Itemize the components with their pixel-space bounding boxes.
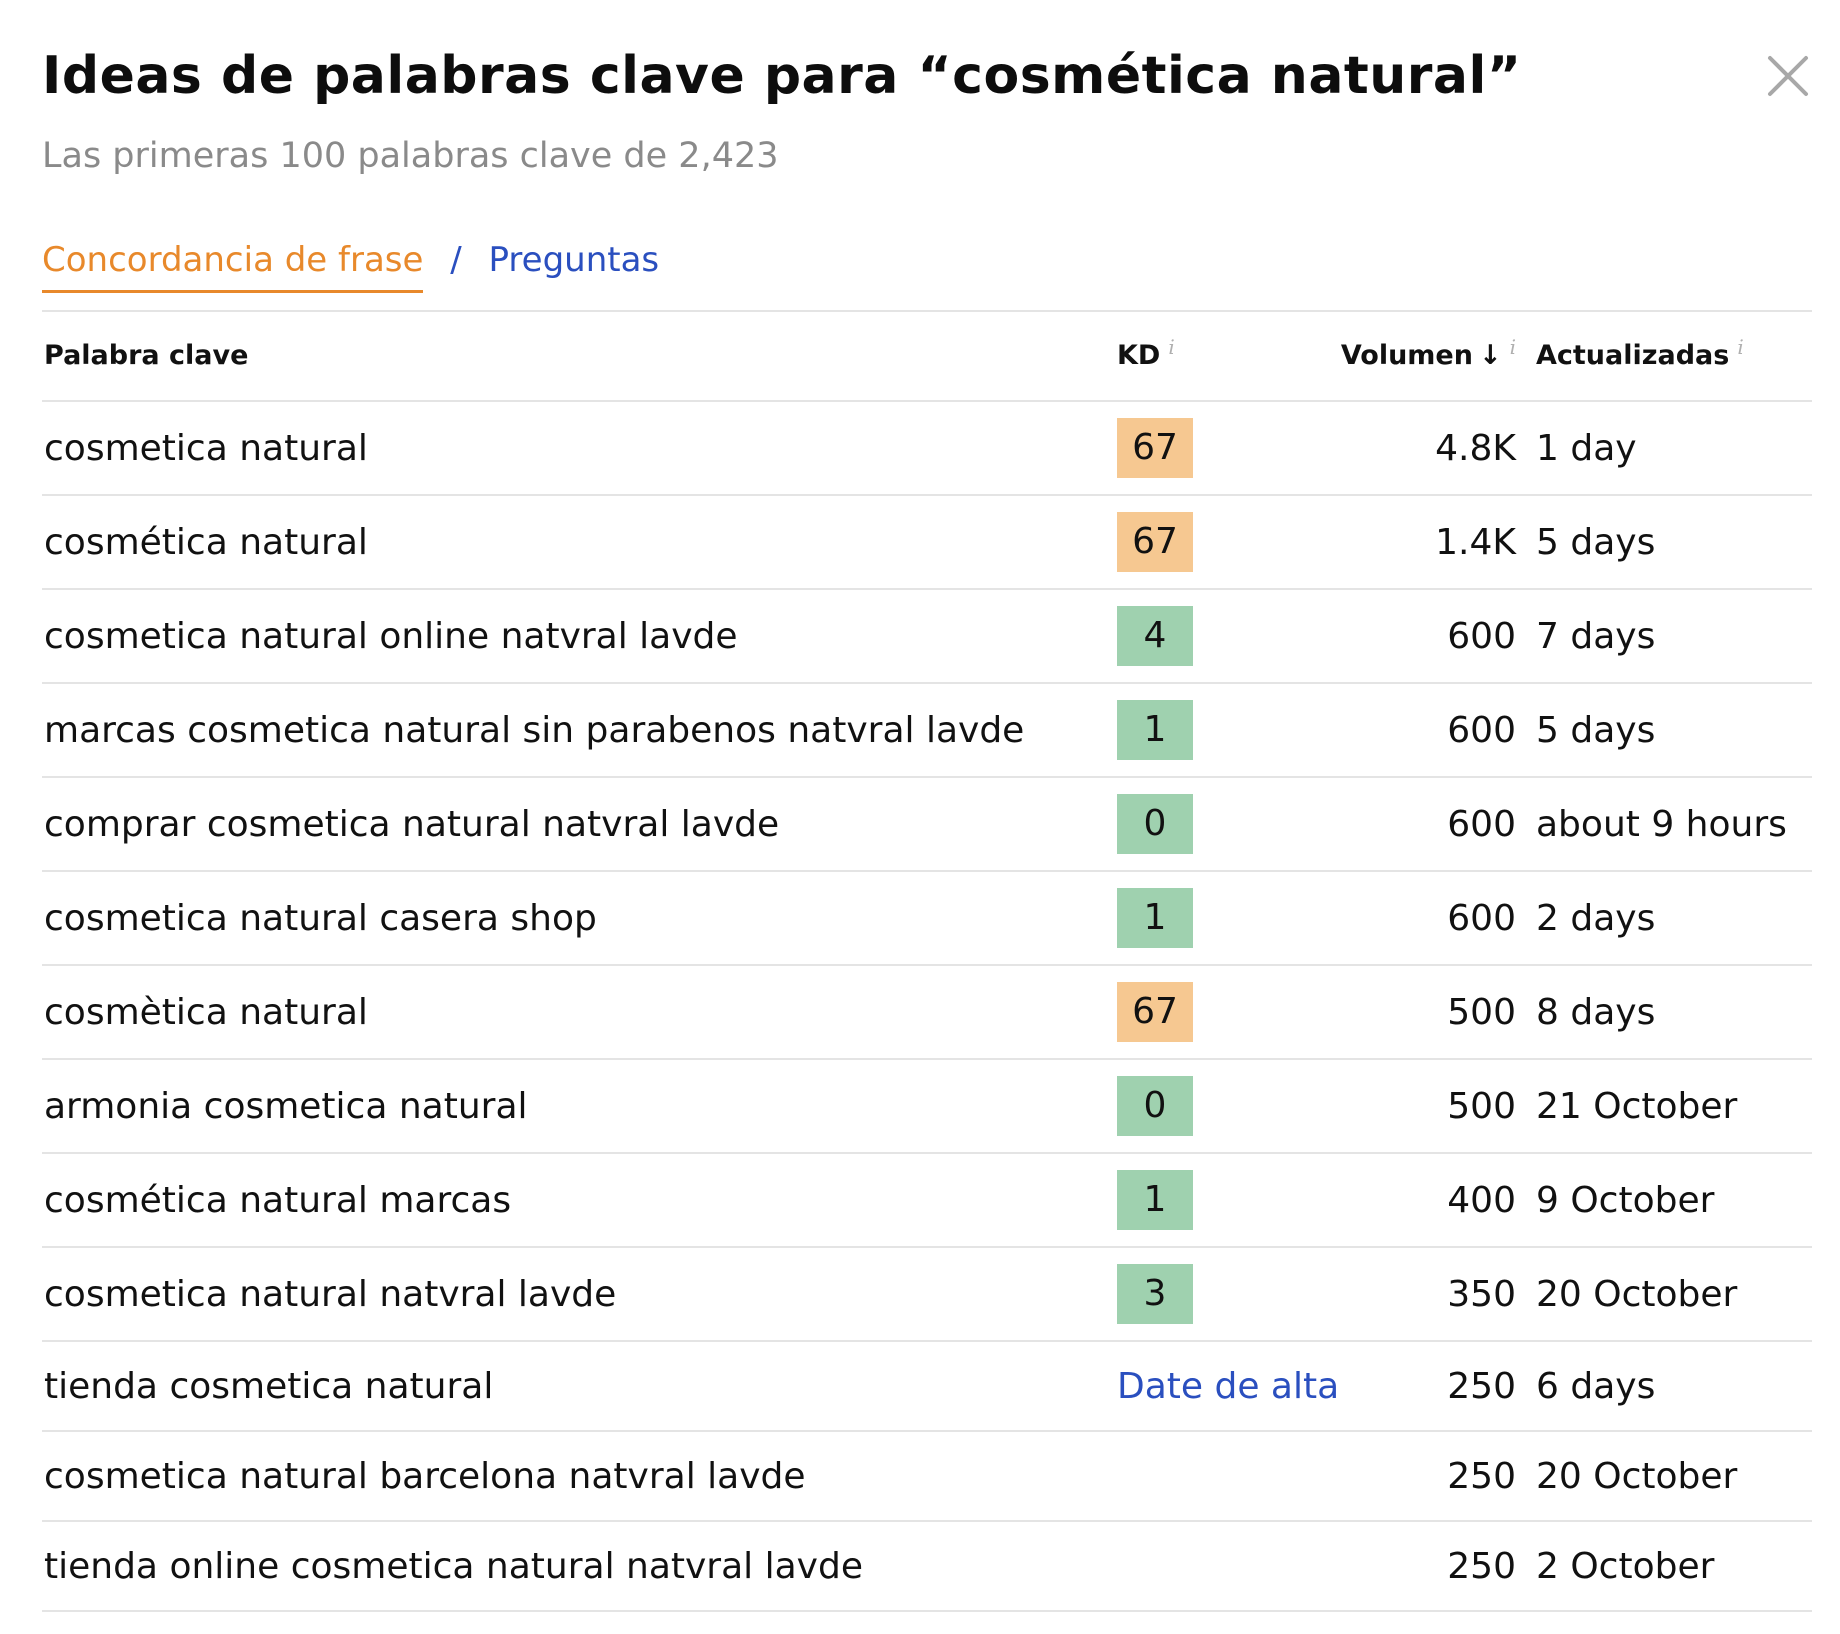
kd-badge: 1: [1117, 1170, 1193, 1230]
table-row[interactable]: tienda cosmetica natural Date de alta 25…: [42, 1342, 1812, 1432]
kd-cell: 3: [1117, 1248, 1193, 1340]
keyword-cell[interactable]: comprar cosmetica natural natvral lavde: [44, 803, 780, 845]
column-header-label: Volumen: [1340, 340, 1473, 371]
volume-cell: 350: [1447, 1273, 1516, 1315]
table-row[interactable]: marcas cosmetica natural sin parabenos n…: [42, 684, 1812, 778]
keyword-cell[interactable]: tienda online cosmetica natural natvral …: [44, 1545, 863, 1587]
kd-cell: 1: [1117, 684, 1193, 776]
column-header-volume[interactable]: Volumen ↓ i: [1341, 312, 1516, 400]
table-row[interactable]: cosmetica natural barcelona natvral lavd…: [42, 1432, 1812, 1522]
table-row[interactable]: comprar cosmetica natural natvral lavde …: [42, 778, 1812, 872]
keyword-count-subtitle: Las primeras 100 palabras clave de 2,423: [42, 136, 779, 176]
info-icon[interactable]: i: [1737, 335, 1744, 359]
kd-cell: Date de alta: [1117, 1342, 1339, 1430]
updated-cell: 9 October: [1536, 1179, 1715, 1221]
info-icon[interactable]: i: [1509, 335, 1516, 359]
volume-cell: 600: [1447, 615, 1516, 657]
close-button[interactable]: [1764, 52, 1812, 100]
volume-cell: 600: [1447, 897, 1516, 939]
volume-cell: 500: [1447, 1085, 1516, 1127]
kd-cell: 67: [1117, 402, 1193, 494]
keyword-cell[interactable]: cosmética natural: [44, 521, 368, 563]
table-row[interactable]: cosmética natural marcas 1 400 9 October: [42, 1154, 1812, 1248]
kd-badge: 4: [1117, 606, 1193, 666]
keyword-cell[interactable]: armonia cosmetica natural: [44, 1085, 528, 1127]
keyword-cell[interactable]: cosmetica natural: [44, 427, 368, 469]
updated-cell: about 9 hours: [1536, 803, 1787, 845]
kd-badge: 67: [1117, 982, 1193, 1042]
updated-cell: 5 days: [1536, 709, 1656, 751]
kd-cell: 67: [1117, 496, 1193, 588]
column-header-keyword: Palabra clave: [44, 312, 248, 400]
info-icon[interactable]: i: [1168, 335, 1175, 359]
tab-questions[interactable]: Preguntas: [488, 240, 660, 280]
keyword-cell[interactable]: cosmetica natural online natvral lavde: [44, 615, 738, 657]
updated-cell: 21 October: [1536, 1085, 1738, 1127]
table-row[interactable]: cosmètica natural 67 500 8 days: [42, 966, 1812, 1060]
close-icon: [1768, 56, 1808, 96]
updated-cell: 6 days: [1536, 1365, 1656, 1407]
table-row[interactable]: cosmetica natural online natvral lavde 4…: [42, 590, 1812, 684]
tabs: Concordancia de frase / Preguntas: [42, 240, 659, 300]
column-header-label: Palabra clave: [44, 340, 249, 371]
tab-separator: /: [450, 240, 462, 280]
kd-cell: 4: [1117, 590, 1193, 682]
updated-cell: 20 October: [1536, 1273, 1738, 1315]
keyword-cell[interactable]: tienda cosmetica natural: [44, 1365, 494, 1407]
kd-cell: 1: [1117, 1154, 1193, 1246]
volume-cell: 500: [1447, 991, 1516, 1033]
kd-badge: 0: [1117, 1076, 1193, 1136]
kd-cell: 0: [1117, 778, 1193, 870]
keyword-cell[interactable]: cosmetica natural casera shop: [44, 897, 597, 939]
volume-cell: 4.8K: [1435, 427, 1516, 469]
table-row[interactable]: armonia cosmetica natural 0 500 21 Octob…: [42, 1060, 1812, 1154]
keyword-cell[interactable]: cosmetica natural natvral lavde: [44, 1273, 617, 1315]
keyword-ideas-panel: Ideas de palabras clave para “cosmética …: [42, 0, 1812, 1634]
kd-badge: 1: [1117, 700, 1193, 760]
keyword-cell[interactable]: marcas cosmetica natural sin parabenos n…: [44, 709, 1025, 751]
volume-cell: 250: [1447, 1455, 1516, 1497]
updated-cell: 8 days: [1536, 991, 1656, 1033]
column-header-label: Actualizadas: [1536, 340, 1730, 371]
kd-cell: 1: [1117, 872, 1193, 964]
sign-up-link[interactable]: Date de alta: [1117, 1365, 1340, 1407]
kd-cell: 0: [1117, 1060, 1193, 1152]
kd-badge: 1: [1117, 888, 1193, 948]
table-row[interactable]: tienda online cosmetica natural natvral …: [42, 1522, 1812, 1612]
keyword-table-body: cosmetica natural 67 4.8K 1 day cosmétic…: [42, 402, 1812, 1612]
divider: [42, 310, 1812, 312]
column-header-kd[interactable]: KD i: [1117, 312, 1175, 400]
kd-badge: 67: [1117, 418, 1193, 478]
kd-cell: 67: [1117, 966, 1193, 1058]
kd-badge: 3: [1117, 1264, 1193, 1324]
table-header: Palabra clave KD i Volumen ↓ i Actualizadas…: [42, 312, 1812, 402]
column-header-updated[interactable]: Actualizadas i: [1536, 312, 1744, 400]
updated-cell: 7 days: [1536, 615, 1656, 657]
volume-cell: 400: [1447, 1179, 1516, 1221]
keyword-cell[interactable]: cosmètica natural: [44, 991, 368, 1033]
keyword-cell[interactable]: cosmetica natural barcelona natvral lavd…: [44, 1455, 806, 1497]
table-row[interactable]: cosmetica natural casera shop 1 600 2 da…: [42, 872, 1812, 966]
updated-cell: 2 October: [1536, 1545, 1715, 1587]
sort-down-icon: ↓: [1478, 340, 1502, 371]
updated-cell: 20 October: [1536, 1455, 1738, 1497]
table-row[interactable]: cosmetica natural 67 4.8K 1 day: [42, 402, 1812, 496]
updated-cell: 5 days: [1536, 521, 1656, 563]
keyword-cell[interactable]: cosmética natural marcas: [44, 1179, 512, 1221]
kd-badge: 0: [1117, 794, 1193, 854]
volume-cell: 600: [1447, 803, 1516, 845]
column-header-label: KD: [1117, 340, 1161, 371]
updated-cell: 2 days: [1536, 897, 1656, 939]
kd-badge: 67: [1117, 512, 1193, 572]
updated-cell: 1 day: [1536, 427, 1637, 469]
volume-cell: 600: [1447, 709, 1516, 751]
volume-cell: 250: [1447, 1365, 1516, 1407]
volume-cell: 1.4K: [1435, 521, 1516, 563]
tab-phrase-match[interactable]: Concordancia de frase: [42, 240, 424, 293]
volume-cell: 250: [1447, 1545, 1516, 1587]
table-row[interactable]: cosmetica natural natvral lavde 3 350 20…: [42, 1248, 1812, 1342]
table-row[interactable]: cosmética natural 67 1.4K 5 days: [42, 496, 1812, 590]
page-title: Ideas de palabras clave para “cosmética …: [42, 46, 1522, 106]
